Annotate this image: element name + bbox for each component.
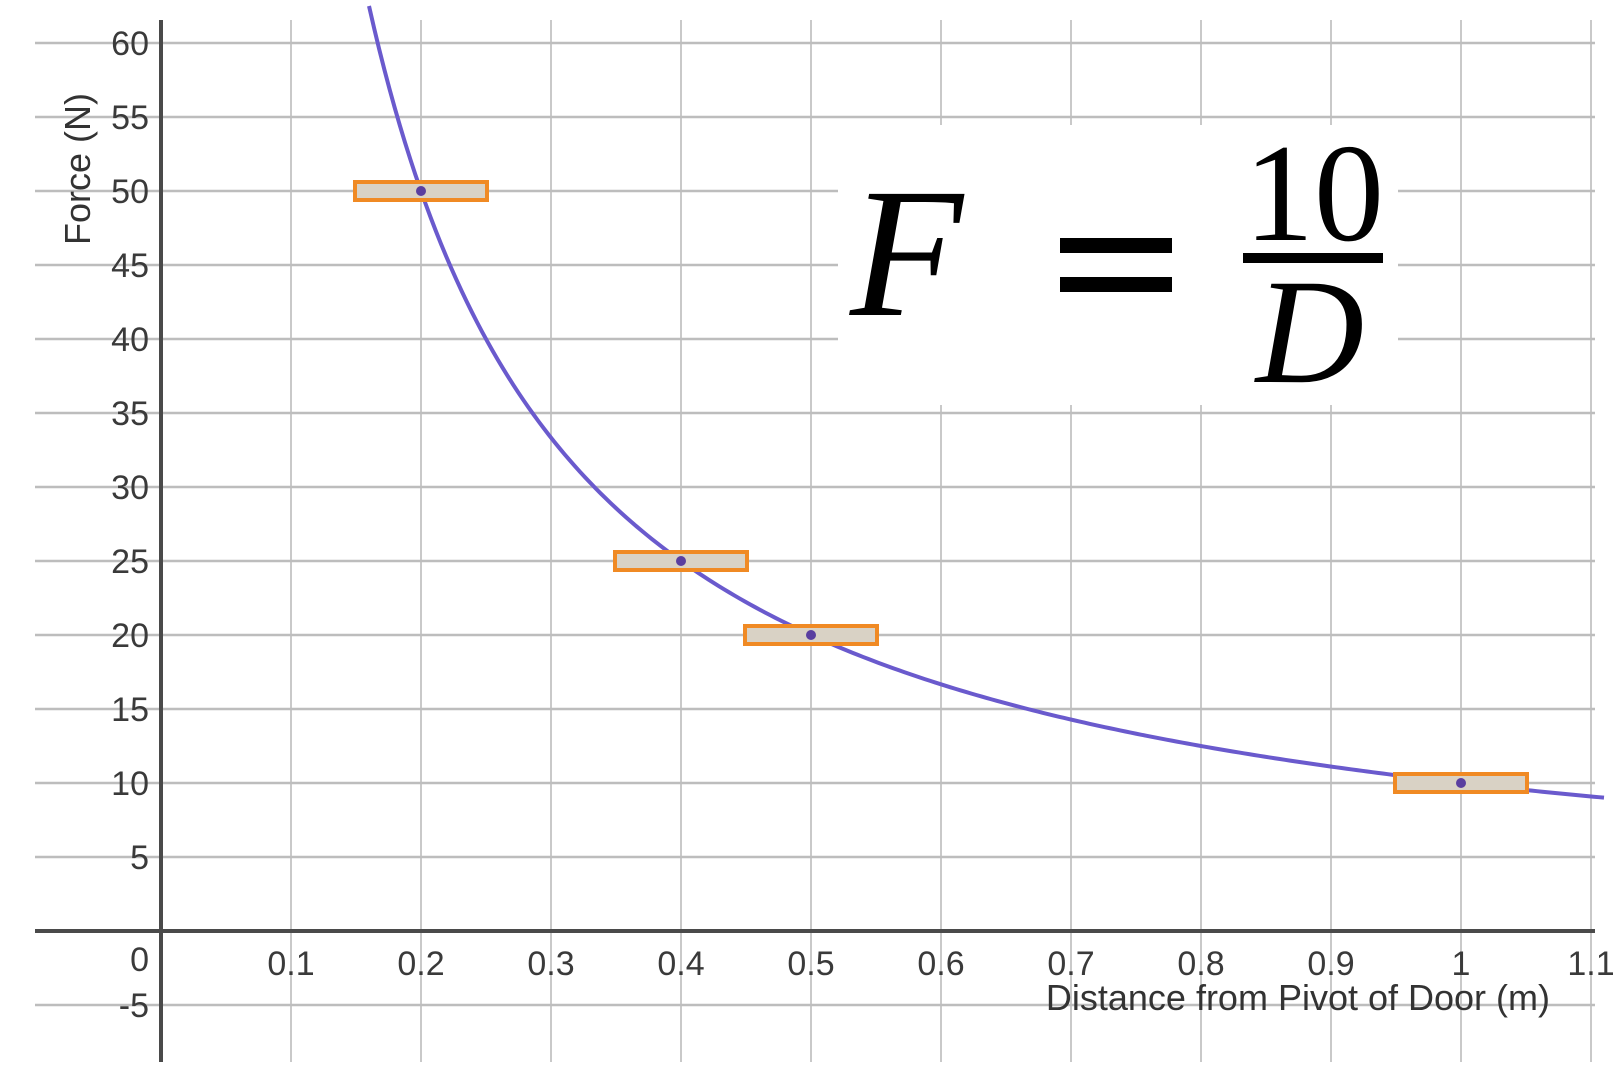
y-tick-label: 15 — [111, 691, 149, 729]
y-tick-label: 5 — [130, 839, 149, 877]
x-axis-label: Distance from Pivot of Door (m) — [1046, 977, 1550, 1018]
y-tick-label: 10 — [111, 765, 149, 803]
y-tick-label: 25 — [111, 543, 149, 581]
x-tick-label: 0.3 — [527, 945, 574, 983]
x-tick-label: 0.4 — [657, 945, 704, 983]
y-tick-label: 35 — [111, 395, 149, 433]
fraction-bar — [1243, 253, 1383, 263]
data-point — [806, 630, 816, 640]
x-tick-label: 0.2 — [397, 945, 444, 983]
y-tick-label: 30 — [111, 469, 149, 507]
axes — [35, 20, 1595, 1062]
equation-box — [838, 125, 1398, 405]
x-tick-label: 0.9 — [1307, 945, 1354, 983]
y-tick-label: 60 — [111, 25, 149, 63]
y-axis-label: Force (N) — [57, 93, 98, 245]
tick-labels: 0.1 0.2 0.3 0.4 0.5 0.6 0.7 0.8 0.9 1 1.1605550454… — [111, 25, 1614, 1025]
y-tick-label: 50 — [111, 173, 149, 211]
y-tick-label: 40 — [111, 321, 149, 359]
equation-denominator: D — [1254, 249, 1364, 415]
equation-lhs: F — [849, 151, 965, 356]
x-tick-label: 1.1 — [1567, 945, 1614, 983]
data-point — [676, 556, 686, 566]
y-tick-label: 55 — [111, 99, 149, 137]
equation: F 10 D — [849, 116, 1384, 415]
x-tick-label: 1 — [1452, 945, 1471, 983]
x-tick-label: 0.6 — [917, 945, 964, 983]
equals-bar-top — [1060, 238, 1172, 253]
data-points — [353, 180, 1529, 794]
x-tick-label: 0.7 — [1047, 945, 1094, 983]
data-point — [1456, 778, 1466, 788]
y-tick-label: -5 — [119, 987, 149, 1025]
equation-background — [838, 125, 1398, 405]
x-tick-label: 0.8 — [1177, 945, 1224, 983]
y-tick-label: 45 — [111, 247, 149, 285]
origin-label: 0 — [130, 941, 149, 979]
x-tick-label: 0.1 — [267, 945, 314, 983]
data-point — [416, 186, 426, 196]
x-tick-label: 0.5 — [787, 945, 834, 983]
y-tick-label: 20 — [111, 617, 149, 655]
equation-numerator: 10 — [1244, 116, 1384, 271]
equals-bar-bottom — [1060, 277, 1172, 292]
